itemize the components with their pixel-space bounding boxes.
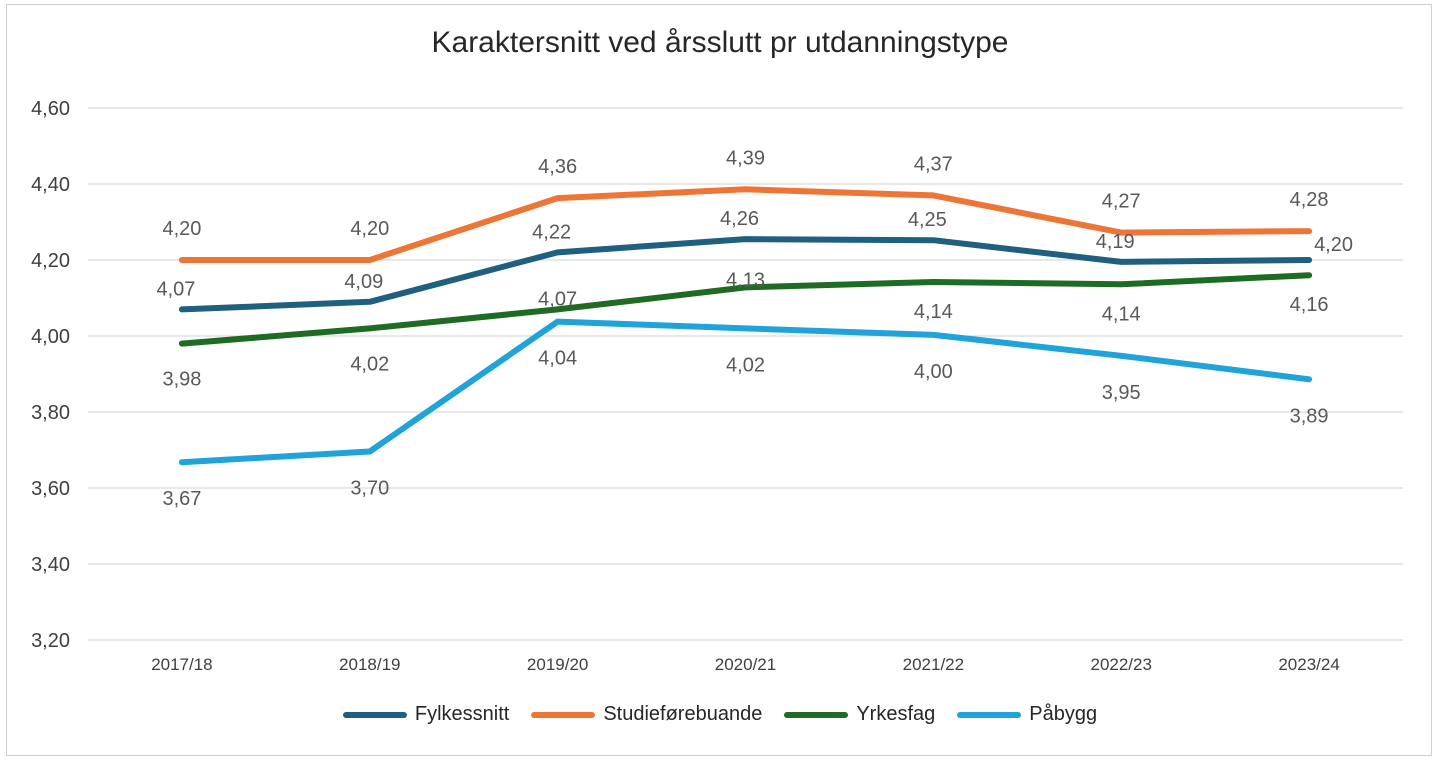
- x-tick-label: 2018/19: [339, 655, 400, 674]
- data-label: 4,22: [532, 221, 571, 243]
- data-label: 4,20: [162, 218, 201, 240]
- data-label: 4,13: [726, 269, 765, 291]
- data-label: 4,07: [538, 288, 577, 310]
- series-line: [178, 272, 1313, 347]
- y-tick-label: 3,60: [31, 478, 70, 500]
- data-label: 4,27: [1102, 191, 1141, 213]
- data-label: 4,09: [344, 271, 383, 293]
- legend-swatch: [531, 711, 596, 718]
- data-label: 4,14: [1102, 303, 1141, 325]
- data-label: 4,07: [156, 278, 195, 300]
- legend-label: Påbygg: [1029, 703, 1098, 725]
- legend-label: Fylkessnitt: [414, 703, 510, 725]
- legend-label: Yrkesfag: [856, 703, 936, 725]
- legend-item: Yrkesfag: [784, 703, 935, 726]
- data-label: 3,95: [1102, 382, 1141, 404]
- data-label: 4,37: [914, 153, 953, 175]
- x-tick-label: 2020/21: [715, 655, 776, 674]
- data-label: 4,26: [720, 208, 759, 230]
- data-label: 4,20: [350, 218, 389, 240]
- legend-item: Studieførebuande: [531, 703, 762, 726]
- y-tick-label: 4,40: [31, 174, 70, 196]
- data-label: 4,16: [1290, 294, 1329, 316]
- legend-swatch: [957, 711, 1022, 718]
- series-line: [178, 186, 1313, 263]
- data-label: 4,19: [1096, 231, 1135, 253]
- data-label: 3,70: [350, 478, 389, 500]
- legend-label: Studieførebuande: [603, 703, 763, 725]
- x-tick-label: 2021/22: [903, 655, 964, 674]
- data-label: 4,25: [908, 209, 947, 231]
- data-label: 4,02: [726, 354, 765, 376]
- data-label: 4,28: [1290, 189, 1329, 211]
- series-line: [178, 236, 1313, 313]
- legend-swatch: [784, 711, 849, 718]
- legend-item: Påbygg: [957, 703, 1097, 726]
- x-tick-label: 2017/18: [151, 655, 212, 674]
- data-label: 4,02: [350, 353, 389, 375]
- chart-frame: [6, 4, 1432, 756]
- x-tick-label: 2023/24: [1278, 655, 1339, 674]
- data-label: 3,98: [162, 369, 201, 391]
- legend-swatch: [342, 711, 407, 718]
- chart-legend: Fylkessnitt Studieførebuande Yrkesfag Påbyg…: [0, 703, 1440, 726]
- data-label: 3,67: [162, 488, 201, 510]
- y-tick-label: 4,60: [31, 98, 70, 120]
- data-label: 4,00: [914, 361, 953, 383]
- x-tick-label: 2022/23: [1090, 655, 1151, 674]
- y-tick-label: 3,40: [31, 554, 70, 576]
- data-label: 4,36: [538, 156, 577, 178]
- y-tick-label: 3,80: [31, 402, 70, 424]
- data-label: 4,20: [1314, 234, 1353, 256]
- data-label: 3,89: [1290, 405, 1329, 427]
- y-tick-label: 3,20: [31, 630, 70, 652]
- data-label: 4,14: [914, 301, 953, 323]
- legend-item: Fylkessnitt: [342, 703, 510, 726]
- y-tick-label: 4,00: [31, 326, 70, 348]
- chart-title: Karaktersnitt ved årsslutt pr utdannings…: [431, 26, 1009, 59]
- series-line: [178, 318, 1313, 466]
- data-label: 4,39: [726, 147, 765, 169]
- x-tick-label: 2019/20: [527, 655, 588, 674]
- data-label: 4,04: [538, 348, 577, 370]
- y-tick-label: 4,20: [31, 250, 70, 272]
